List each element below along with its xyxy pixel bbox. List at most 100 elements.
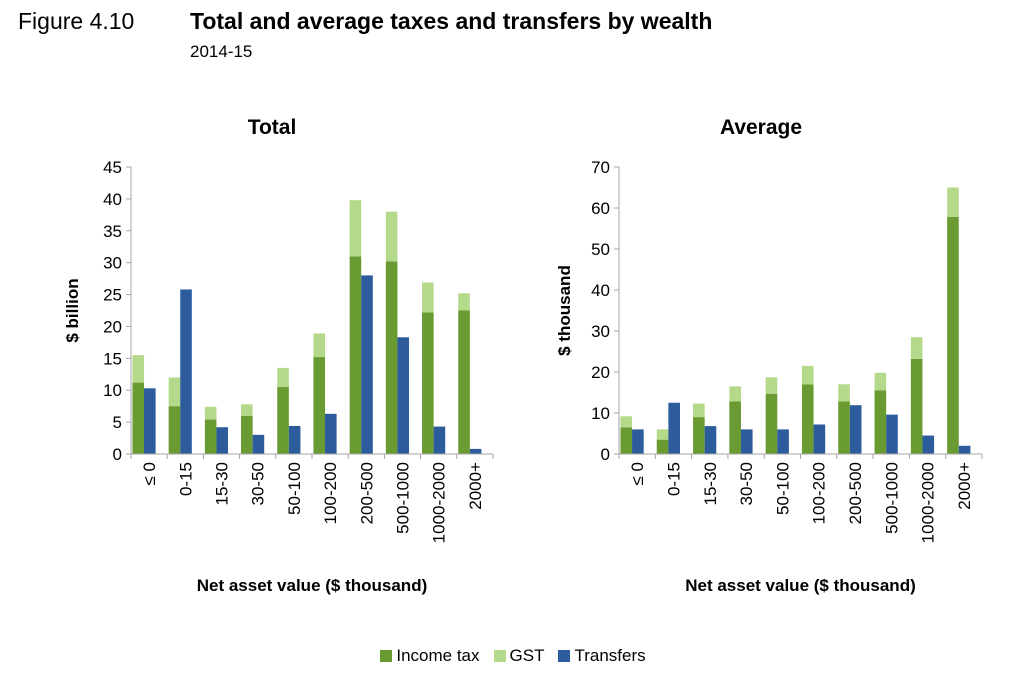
figure-subtitle: 2014-15 [190,42,253,61]
average-bar-income-tax-2000 [947,217,959,454]
total-x-tick-label-15-30: 15-30 [213,462,232,505]
legend-swatch-gst [493,650,506,662]
average-bar-income-tax-1000-2000 [910,358,923,454]
total-bar-transfers-2000 [469,448,482,454]
total-bar-transfers-100-200 [325,413,337,454]
total-y-tick-label-20: 20 [103,317,122,336]
total-bar-gst-0 [132,355,145,383]
total-y-tick-label-25: 25 [103,286,122,305]
total-bar-income-tax-50-100 [277,387,289,454]
average-bar-transfers-15-30 [704,426,717,454]
average-bar-gst-2000 [947,187,959,218]
total-bar-transfers-200-500 [361,275,373,454]
average-bar-gst-100-200 [801,365,814,385]
average-x-tick-label-1000-2000: 1000-2000 [919,462,938,543]
average-bar-transfers-200-500 [849,405,862,454]
average-x-axis-title: Net asset value ($ thousand) [685,576,916,595]
total-bar-gst-2000 [458,293,470,311]
total-chart-title: Total [248,116,297,139]
average-bar-transfers-100-200 [813,424,826,454]
total-x-tick-label-50-100: 50-100 [285,462,304,515]
total-bar-gst-30-50 [241,404,253,416]
average-x-tick-label-30-50: 30-50 [737,462,756,505]
average-y-tick-label-10: 10 [591,404,610,423]
average-bar-income-tax-100-200 [801,384,814,454]
average-bar-gst-1000-2000 [910,337,923,359]
average-y-tick-label-0: 0 [601,445,610,464]
total-y-tick-label-0: 0 [113,445,122,464]
average-y-tick-label-40: 40 [591,281,610,300]
total-bar-gst-0-15 [168,377,181,407]
average-bar-transfers-30-50 [740,429,753,454]
figure-label: Figure 4.10 [18,8,135,34]
average-x-tick-label-2000: 2000+ [955,462,974,510]
average-bar-income-tax-200-500 [838,401,850,454]
average-bar-income-tax-50-100 [765,393,778,454]
average-bar-income-tax-500-1000 [874,390,887,454]
total-bar-transfers-1000-2000 [433,426,446,454]
average-bar-gst-50-100 [765,377,778,394]
total-bar-gst-200-500 [349,200,362,257]
total-bar-income-tax-100-200 [313,357,326,454]
average-x-tick-label-0: ≤ 0 [628,462,647,486]
average-bar-transfers-2000 [958,445,971,454]
average-x-tick-label-50-100: 50-100 [773,462,792,515]
average-bar-income-tax-0 [620,427,633,454]
total-bar-income-tax-2000 [458,310,470,454]
average-bar-transfers-1000-2000 [922,435,935,454]
total-bar-gst-1000-2000 [422,282,434,313]
legend-item-income-tax: Income tax [380,646,480,666]
total-x-tick-label-2000: 2000+ [466,462,485,510]
legend-label-income-tax: Income tax [396,646,480,665]
average-bar-gst-15-30 [693,403,705,418]
total-bar-transfers-50-100 [288,425,301,454]
total-x-tick-label-500-1000: 500-1000 [394,462,413,534]
average-x-tick-label-15-30: 15-30 [701,462,720,505]
total-bar-transfers-500-1000 [397,337,410,454]
total-x-axis-title: Net asset value ($ thousand) [197,576,428,595]
figure-title: Total and average taxes and transfers by… [190,8,713,34]
average-bar-income-tax-15-30 [693,417,705,454]
total-y-tick-label-15: 15 [103,349,122,368]
average-y-axis-title: $ thousand [555,265,574,356]
average-bar-income-tax-0-15 [656,439,669,454]
total-y-tick-label-10: 10 [103,381,122,400]
total-bar-gst-15-30 [204,406,217,420]
average-bar-gst-0-15 [656,429,669,440]
total-bar-income-tax-0 [132,382,145,454]
total-x-tick-label-30-50: 30-50 [249,462,268,505]
total-x-tick-label-0-15: 0-15 [176,462,195,496]
total-bar-gst-500-1000 [385,211,398,262]
total-bar-transfers-0-15 [180,289,192,454]
charts-canvas: Total 0 5 10 15 20 25 30 35 40 45 $ billion ≤ 0 0-15 1… [63,116,983,595]
total-x-tick-label-1000-2000: 1000-2000 [430,462,449,543]
total-x-tick-label-100-200: 100-200 [321,462,340,524]
average-bar-gst-0 [620,416,633,428]
total-bar-transfers-0 [144,388,156,454]
average-bar-income-tax-30-50 [729,401,741,454]
total-bar-transfers-15-30 [216,427,229,454]
legend-item-gst: GST [493,646,545,666]
average-y-tick-label-30: 30 [591,322,610,341]
average-y-tick-label-60: 60 [591,199,610,218]
total-y-tick-label-40: 40 [103,190,122,209]
average-x-tick-label-0-15: 0-15 [664,462,683,496]
average-y-tick-label-50: 50 [591,240,610,259]
legend-label-gst: GST [509,646,545,665]
total-bar-transfers-30-50 [252,434,265,454]
total-x-tick-label-0: ≤ 0 [140,462,159,486]
legend: Income tax GST Transfers [0,646,1026,666]
average-bar-gst-200-500 [838,384,850,402]
total-y-tick-label-30: 30 [103,254,122,273]
legend-label-transfers: Transfers [574,646,646,665]
total-y-axis-title: $ billion [63,278,82,342]
average-y-tick-label-70: 70 [591,158,610,177]
average-x-tick-label-100-200: 100-200 [810,462,829,524]
average-bar-gst-500-1000 [874,372,887,391]
total-y-tick-label-35: 35 [103,222,122,241]
average-bar-transfers-50-100 [777,429,789,454]
total-bar-income-tax-15-30 [204,419,217,454]
average-bar-transfers-0 [632,429,644,454]
total-bar-income-tax-200-500 [349,256,362,454]
total-y-tick-label-45: 45 [103,158,122,177]
